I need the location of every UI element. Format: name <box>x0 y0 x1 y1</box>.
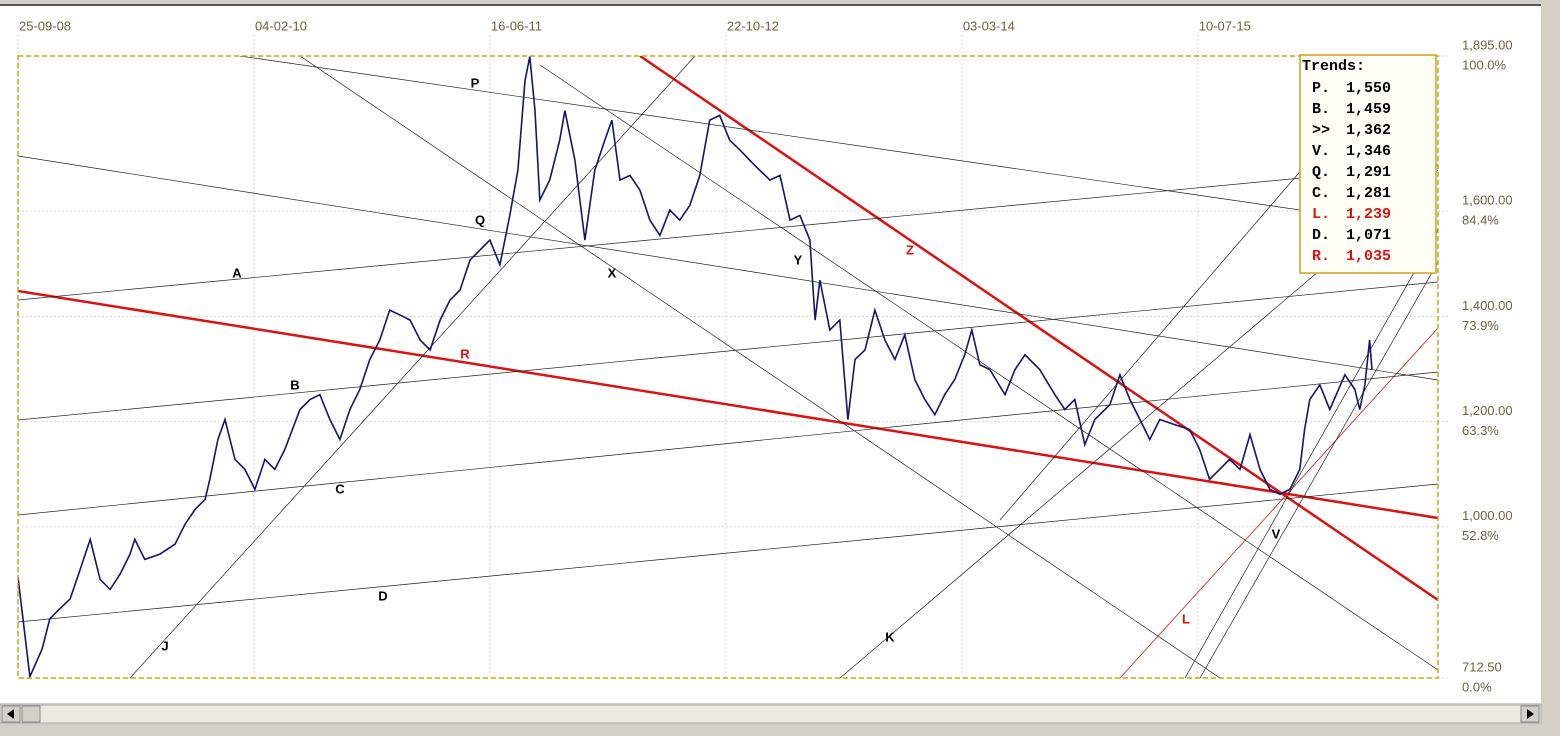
trend-label: C. <box>1312 185 1330 202</box>
labels: 25-09-08 04-02-10 16-06-11 22-10-12 03-03-14… <box>19 18 1513 694</box>
trend-line <box>1184 229 1438 678</box>
trend-line <box>18 371 1438 516</box>
annotation: X <box>608 265 617 280</box>
y-tick-label: 712.50 <box>1462 659 1502 674</box>
annotation: Y <box>794 252 803 267</box>
annotation: V <box>1272 526 1281 541</box>
x-tick-label: 10-07-15 <box>1199 18 1251 33</box>
x-tick-label: 03-03-14 <box>963 18 1015 33</box>
annotation: A <box>232 265 242 280</box>
trend-label: L. <box>1312 206 1330 223</box>
chart-canvas <box>0 5 1541 703</box>
annotation: J <box>161 638 168 653</box>
y-tick-label: 1,895.00 <box>1462 37 1513 52</box>
annotation: K <box>885 629 895 644</box>
trend-lines <box>18 56 1438 678</box>
trends-title: Trends: <box>1302 58 1365 75</box>
y-tick-label: 1,400.00 <box>1462 298 1513 313</box>
annotation: R <box>460 346 470 361</box>
x-tick-label: 04-02-10 <box>255 18 307 33</box>
trend-line <box>18 155 1438 381</box>
trends-box <box>1299 54 1437 274</box>
x-tick-label: 16-06-11 <box>491 18 542 33</box>
y-tick-label: 1,200.00 <box>1462 403 1513 418</box>
annotation: L <box>1182 611 1190 626</box>
annotation: B <box>290 377 299 392</box>
annotation: Q <box>475 212 485 227</box>
trend-value: 1,239 <box>1346 206 1391 223</box>
trend-value: 1,346 <box>1346 143 1391 160</box>
trend-line <box>18 281 1438 421</box>
trend-line <box>539 64 1438 671</box>
trend-value: 1,291 <box>1346 164 1391 181</box>
trend-value: 1,035 <box>1346 248 1391 265</box>
trend-line <box>18 483 1438 623</box>
y-tick-label: 1,600.00 <box>1462 193 1513 208</box>
x-tick-label: 25-09-08 <box>19 18 71 33</box>
trend-value: 1,550 <box>1346 80 1391 97</box>
annotation: C <box>335 481 345 496</box>
trend-line <box>1119 327 1438 678</box>
price-line <box>18 56 1373 678</box>
x-tick-label: 22-10-12 <box>727 18 779 33</box>
y-tick-percent: 100.0% <box>1462 57 1507 72</box>
trend-label: Q. <box>1312 164 1330 181</box>
trend-value: 1,071 <box>1346 227 1391 244</box>
trend-label: B. <box>1312 101 1330 118</box>
trend-label: R. <box>1312 248 1330 265</box>
trend-line <box>1199 261 1438 678</box>
trend-line <box>18 164 1438 301</box>
trend-value: 1,362 <box>1346 122 1391 139</box>
trend-line <box>239 56 1438 231</box>
y-tick-label: 1,000.00 <box>1462 508 1513 523</box>
trend-label: D. <box>1312 227 1330 244</box>
trend-label: V. <box>1312 143 1330 160</box>
trend-line <box>999 159 1311 521</box>
annotation: Z <box>906 242 914 257</box>
trend-label: P. <box>1312 80 1330 97</box>
series <box>18 56 1373 678</box>
y-tick-percent: 73.9% <box>1462 318 1499 333</box>
arrow-left <box>7 709 14 719</box>
trend-line <box>129 56 696 678</box>
y-tick-percent: 63.3% <box>1462 423 1499 438</box>
trend-value: 1,459 <box>1346 101 1391 118</box>
y-tick-percent: 52.8% <box>1462 528 1499 543</box>
trend-value: 1,281 <box>1346 185 1391 202</box>
y-tick-percent: 84.4% <box>1462 213 1499 228</box>
scroll-thumb[interactable] <box>21 705 41 723</box>
y-tick-percent: 0.0% <box>1462 679 1492 694</box>
trend-line <box>299 56 1221 678</box>
trend-label: >> <box>1312 122 1330 139</box>
scrollbar[interactable] <box>0 704 1542 724</box>
arrow-right <box>1527 709 1534 719</box>
trends-list: P. 1,550 B. 1,459 >> 1,362 V. 1,346 Q. 1,291 C. 1,2… <box>1312 80 1391 265</box>
annotation: P <box>471 75 480 90</box>
trend-line <box>639 56 1438 602</box>
trend-line <box>18 289 1438 520</box>
annotation: D <box>378 588 387 603</box>
plot-frame <box>17 55 1439 679</box>
